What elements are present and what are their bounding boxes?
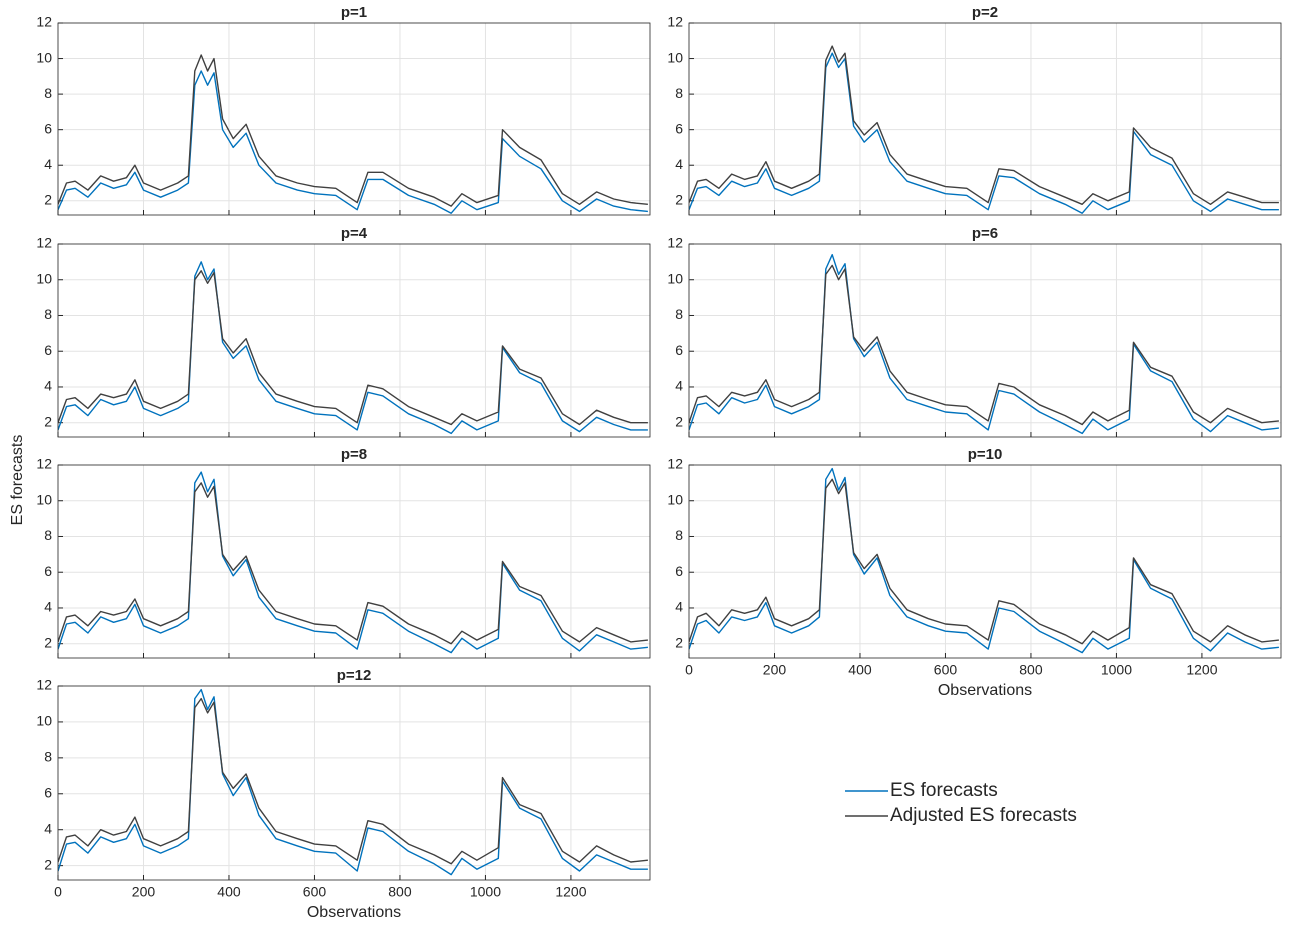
axes-frame	[688, 243, 1282, 438]
y-tick-label: 12	[667, 235, 683, 251]
y-tick-label: 4	[675, 599, 683, 615]
subplot: 2 4 6 8 10 12 p=6	[667, 225, 1282, 438]
x-axis-label: Observations	[938, 682, 1032, 699]
x-tick-label: 0	[54, 884, 62, 900]
series-line	[689, 264, 1279, 426]
series-line	[58, 688, 648, 876]
series-line	[58, 471, 648, 654]
axes-frame	[688, 464, 1282, 659]
y-tick-label: 10	[36, 49, 52, 65]
x-axis-label: Observations	[307, 904, 401, 921]
y-tick-label: 4	[44, 378, 52, 394]
series-line	[58, 70, 648, 214]
series-line	[58, 270, 648, 426]
y-tick-label: 4	[675, 156, 683, 172]
y-tick-label: 2	[44, 413, 52, 429]
axes-frame	[688, 22, 1282, 216]
y-tick-label: 6	[675, 120, 683, 136]
x-tick-label: 400	[848, 662, 872, 678]
y-tick-label: 10	[36, 491, 52, 507]
y-tick-label: 4	[44, 156, 52, 172]
y-tick-label: 10	[36, 270, 52, 286]
axes-frame	[57, 22, 651, 216]
subplot-title: p=8	[341, 446, 367, 463]
series-line	[689, 52, 1279, 214]
y-tick-label: 4	[44, 599, 52, 615]
x-tick-label: 200	[132, 884, 156, 900]
legend-label: ES forecasts	[890, 780, 998, 801]
subplot: 2 4 6 8 10 12 p=2	[667, 4, 1282, 216]
series-line	[58, 697, 648, 865]
subplot: 2 4 6 8 10 12 p=1	[36, 4, 651, 216]
x-tick-label: 600	[934, 662, 958, 678]
y-tick-label: 8	[44, 527, 52, 543]
y-tick-label: 12	[667, 14, 683, 30]
x-tick-label: 1000	[470, 884, 501, 900]
y-tick-label: 6	[44, 784, 52, 800]
y-tick-label: 8	[44, 85, 52, 101]
y-tick-label: 4	[675, 378, 683, 394]
subplot: 2 4 6 8 10 12 p=4	[36, 225, 651, 438]
subplot: 2 4 6 8 10 12 0 200 400 600 800 1000 1200 p=12 Observa…	[36, 667, 651, 921]
subplot-title: p=1	[341, 4, 367, 21]
series-line	[689, 467, 1279, 654]
y-tick-label: 6	[44, 342, 52, 358]
y-tick-label: 10	[667, 491, 683, 507]
y-tick-label: 6	[44, 120, 52, 136]
y-tick-label: 10	[667, 270, 683, 286]
series-line	[689, 478, 1279, 645]
y-tick-label: 12	[667, 456, 683, 472]
axes-frame	[57, 685, 651, 881]
subplot-title: p=12	[337, 667, 372, 684]
y-tick-label: 4	[44, 820, 52, 836]
series-line	[689, 254, 1279, 435]
y-tick-label: 8	[44, 306, 52, 322]
x-tick-label: 1200	[1186, 662, 1217, 678]
subplot-title: p=2	[972, 4, 998, 21]
y-tick-label: 2	[44, 856, 52, 872]
y-tick-label: 8	[675, 527, 683, 543]
y-axis-label: ES forecasts	[9, 435, 26, 526]
x-tick-label: 600	[303, 884, 327, 900]
series-line	[58, 54, 648, 207]
y-tick-label: 12	[36, 456, 52, 472]
axes-frame	[57, 243, 651, 438]
y-tick-label: 10	[36, 713, 52, 729]
subplot: 2 4 6 8 10 12 p=8 ES forecasts	[9, 435, 651, 659]
x-tick-label: 0	[685, 662, 693, 678]
y-tick-label: 2	[44, 634, 52, 650]
x-tick-label: 1000	[1101, 662, 1132, 678]
y-tick-label: 12	[36, 14, 52, 30]
y-tick-label: 10	[667, 49, 683, 65]
y-tick-label: 2	[675, 191, 683, 207]
y-tick-label: 2	[675, 634, 683, 650]
subplot: 2 4 6 8 10 12 0 200 400 600 800 1000 1200 p=10 Observa…	[667, 446, 1282, 699]
y-tick-label: 8	[675, 85, 683, 101]
y-tick-label: 6	[675, 342, 683, 358]
subplot-title: p=4	[341, 225, 368, 242]
y-tick-label: 6	[44, 563, 52, 579]
y-tick-label: 12	[36, 677, 52, 693]
x-tick-label: 800	[388, 884, 412, 900]
y-tick-label: 2	[675, 413, 683, 429]
legend-label: Adjusted ES forecasts	[890, 805, 1077, 826]
series-line	[58, 482, 648, 645]
x-tick-label: 200	[763, 662, 787, 678]
y-tick-label: 8	[675, 306, 683, 322]
subplot-title: p=6	[972, 225, 998, 242]
y-tick-label: 12	[36, 235, 52, 251]
subplot-title: p=10	[968, 446, 1003, 463]
axes-frame	[57, 464, 651, 659]
series-line	[689, 45, 1279, 205]
x-tick-label: 400	[217, 884, 241, 900]
y-tick-label: 2	[44, 191, 52, 207]
x-tick-label: 800	[1019, 662, 1043, 678]
series-line	[58, 261, 648, 435]
x-tick-label: 1200	[555, 884, 586, 900]
y-tick-label: 6	[675, 563, 683, 579]
y-tick-label: 8	[44, 749, 52, 765]
